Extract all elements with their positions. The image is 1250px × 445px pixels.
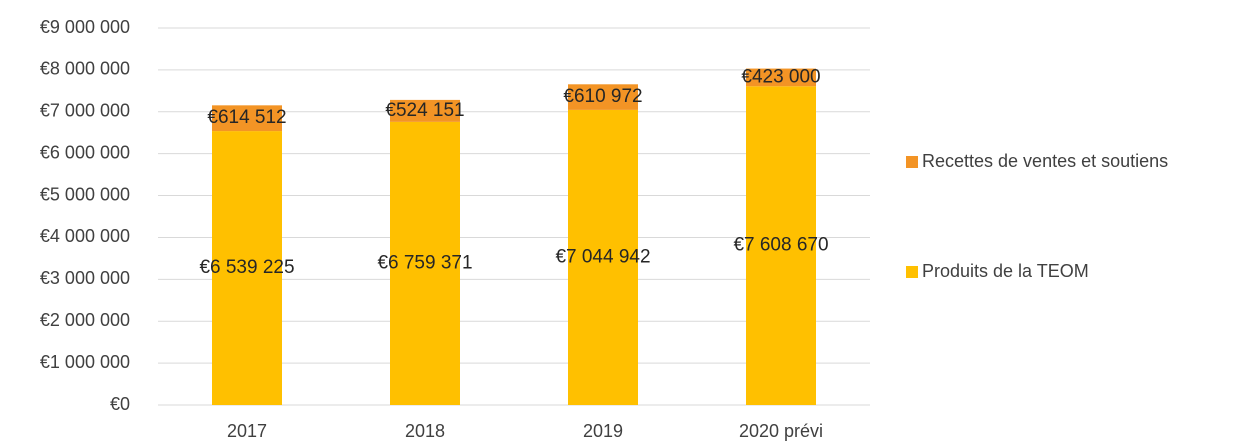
x-tick-label: 2018 — [405, 421, 445, 441]
y-tick-label: €0 — [110, 394, 130, 414]
bar-segment — [390, 121, 460, 406]
y-tick-label: €2 000 000 — [40, 310, 130, 330]
x-tick-label: 2017 — [227, 421, 267, 441]
bar-segment — [390, 99, 460, 122]
y-tick-label: €5 000 000 — [40, 184, 130, 204]
y-tick-label: €1 000 000 — [40, 352, 130, 372]
legend-label: Recettes de ventes et soutiens — [922, 151, 1168, 171]
y-tick-label: €8 000 000 — [40, 59, 130, 79]
bar-segment — [746, 86, 816, 406]
y-tick-label: €4 000 000 — [40, 226, 130, 246]
bar-segment — [746, 68, 816, 87]
value-label: €610 972 — [563, 86, 642, 107]
value-label: €423 000 — [741, 66, 820, 87]
value-label: €614 512 — [207, 107, 286, 128]
legend-swatch — [906, 266, 918, 278]
legend-swatch — [906, 156, 918, 168]
bar-segment — [212, 131, 282, 405]
legend-label: Produits de la TEOM — [922, 261, 1089, 281]
value-label: €7 608 670 — [733, 235, 828, 256]
bar-segment — [212, 105, 282, 132]
y-tick-label: €7 000 000 — [40, 101, 130, 121]
y-tick-label: €9 000 000 — [40, 17, 130, 37]
value-label: €6 539 225 — [199, 257, 294, 278]
value-label: €6 759 371 — [377, 252, 472, 273]
value-label: €7 044 942 — [555, 246, 650, 267]
y-tick-label: €3 000 000 — [40, 268, 130, 288]
x-tick-label: 2020 prévi — [739, 421, 823, 441]
y-tick-label: €6 000 000 — [40, 142, 130, 162]
bar-segment — [568, 109, 638, 406]
x-tick-label: 2019 — [583, 421, 623, 441]
bar-segment — [568, 84, 638, 110]
value-label: €524 151 — [385, 100, 464, 121]
